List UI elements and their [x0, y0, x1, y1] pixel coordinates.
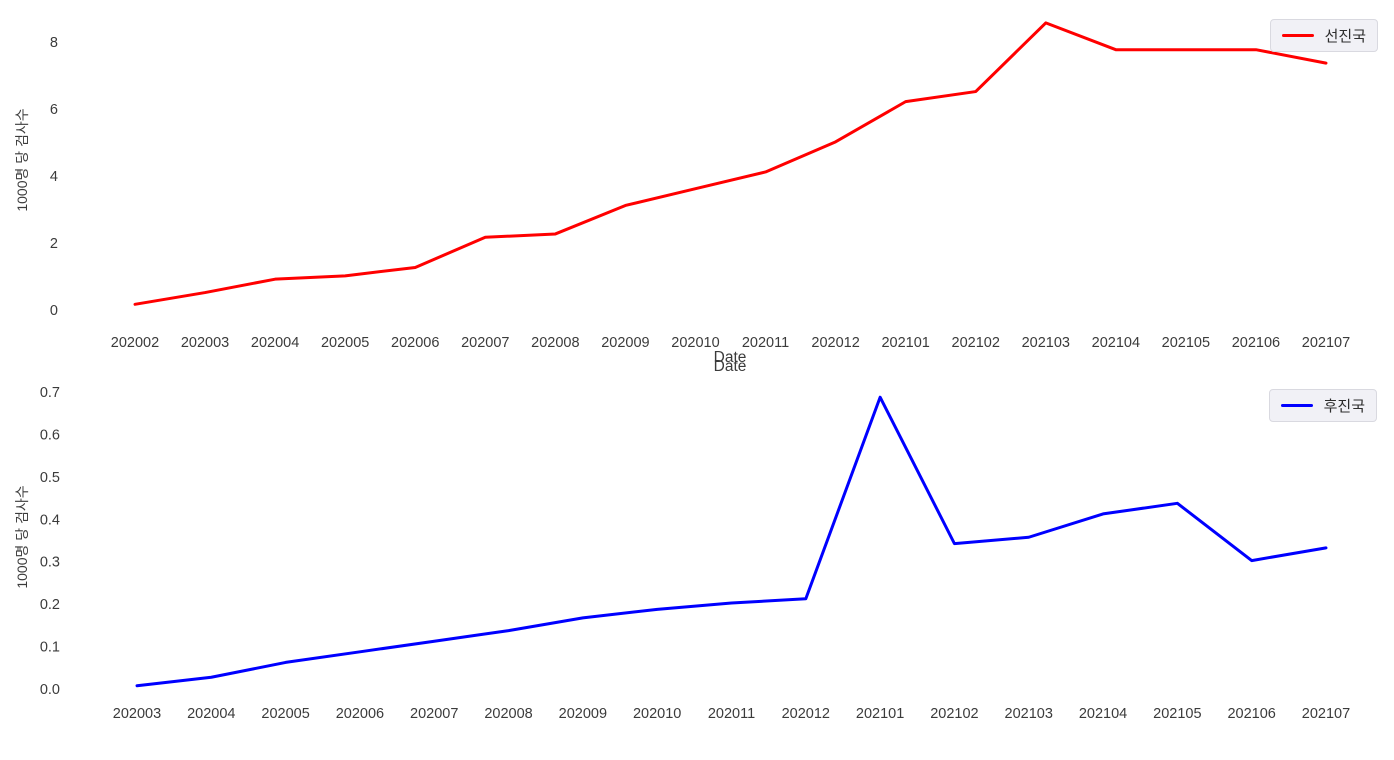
- x-tick-label: 202107: [1302, 335, 1350, 351]
- y-tick-label: 0.4: [40, 512, 60, 528]
- x-tick-label: 202010: [633, 706, 681, 722]
- legend-underdeveloped: 후진국: [1268, 389, 1377, 422]
- x-tick-label: 202007: [461, 335, 509, 351]
- y-axis-label: 1000명 당 검사수: [14, 108, 30, 212]
- series-line: [133, 21, 1328, 306]
- x-tick-label: 202009: [601, 335, 649, 351]
- legend-label: 선진국: [1324, 28, 1366, 45]
- x-tick-label: 202008: [531, 335, 579, 351]
- y-tick-label: 6: [50, 102, 58, 118]
- chart-canvas-underdeveloped: 0.0 0.1 0.2 0.3 0.4 0.5 0.6 0.7 202003 202004 2020…: [40, 385, 1350, 722]
- x-tick-label: 202105: [1162, 335, 1210, 351]
- x-tick-label: 202104: [1092, 335, 1140, 351]
- x-tick-label: 202004: [251, 335, 299, 351]
- legend-label: 후진국: [1323, 398, 1365, 415]
- y-tick-label: 0.0: [40, 682, 60, 698]
- x-tick-label: 202005: [321, 335, 369, 351]
- y-tick-label: 0.3: [40, 555, 60, 571]
- x-axis-label: Date: [713, 349, 747, 366]
- x-tick-label: 202005: [261, 706, 309, 722]
- x-tick-label: 202101: [856, 706, 904, 722]
- x-tick-label: 202102: [952, 335, 1000, 351]
- x-axis-label: Date: [713, 358, 747, 375]
- legend-line-icon: [1280, 404, 1313, 407]
- series-line: [135, 395, 1328, 688]
- x-tick-label: 202003: [113, 706, 161, 722]
- y-tick-label: 0.5: [40, 470, 60, 486]
- x-tick-label: 202106: [1227, 706, 1275, 722]
- x-tick-label: 202011: [708, 706, 755, 722]
- x-tick-label: 202102: [930, 706, 978, 722]
- x-tick-label: 202004: [187, 706, 235, 722]
- x-tick-label: 202011: [742, 335, 789, 351]
- x-tick-label: 202012: [782, 706, 830, 722]
- x-tick-label: 202104: [1079, 706, 1127, 722]
- chart-canvas-developed: 0 2 4 6 8 202002 202003 202004 202005 202006 20200…: [50, 21, 1350, 351]
- x-tick-label: 202105: [1153, 706, 1201, 722]
- y-tick-label: 0.6: [40, 427, 60, 443]
- x-tick-label: 202006: [391, 335, 439, 351]
- x-tick-label: 202009: [559, 706, 607, 722]
- y-tick-label: 0.1: [40, 640, 60, 656]
- x-tick-label: 202106: [1232, 335, 1280, 351]
- x-tick-label: 202010: [671, 335, 719, 351]
- x-tick-label: 202006: [336, 706, 384, 722]
- y-tick-label: 2: [50, 236, 58, 252]
- x-tick-label: 202103: [1022, 335, 1070, 351]
- y-tick-label: 0.7: [40, 385, 60, 401]
- line-chart-developed: 0 2 4 6 8 202002 202003 202004 202005 202006 20200…: [14, 19, 1378, 375]
- y-axis-label: 1000명 당 검사수: [14, 485, 30, 589]
- x-tick-label: 202007: [410, 706, 458, 722]
- x-tick-label: 202003: [181, 335, 229, 351]
- x-tick-label: 202101: [881, 335, 929, 351]
- line-chart-underdeveloped: 0.0 0.1 0.2 0.3 0.4 0.5 0.6 0.7 202003 202004 2020…: [0, 349, 1394, 760]
- x-tick-label: 202107: [1302, 706, 1350, 722]
- y-tick-label: 8: [50, 35, 58, 51]
- legend-developed: 선진국: [1269, 19, 1378, 52]
- x-tick-label: 202103: [1005, 706, 1053, 722]
- y-tick-label: 0: [50, 303, 58, 319]
- x-tick-label: 202008: [484, 706, 532, 722]
- y-tick-label: 0.2: [40, 597, 60, 613]
- legend-line-icon: [1281, 34, 1314, 37]
- x-tick-label: 202002: [111, 335, 159, 351]
- y-tick-label: 4: [50, 169, 58, 185]
- x-tick-label: 202012: [811, 335, 859, 351]
